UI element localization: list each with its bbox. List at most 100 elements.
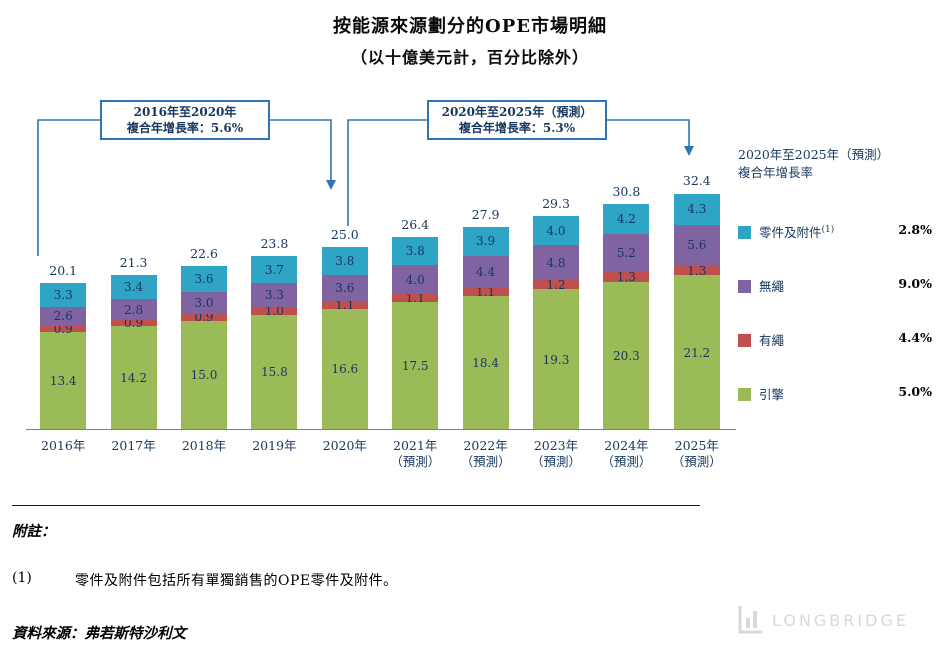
segment-value-label: 3.6: [194, 271, 214, 286]
bar-total-label: 26.4: [401, 217, 430, 233]
bar-segment-零件及附件: 3.7: [251, 256, 298, 284]
bar-segment-引擎: 18.4: [462, 295, 509, 430]
segment-value-label: 3.3: [53, 287, 73, 302]
bar-segment-零件及附件: 3.9: [462, 227, 509, 256]
segment-value-label: 1.3: [687, 263, 707, 278]
bar-segment-引擎: 15.0: [181, 320, 227, 430]
segment-value-label: 20.3: [613, 348, 640, 363]
bar-segment-引擎: 14.2: [110, 326, 157, 430]
segment-value-label: 1.0: [264, 304, 284, 319]
bar-segment-無繩: 4.0: [392, 265, 439, 295]
x-axis-label: 2017年: [111, 438, 156, 453]
bar-segment-無繩: 4.8: [533, 245, 579, 281]
segment-value-label: 3.7: [264, 262, 284, 277]
bar-segment-有繩: 0.9: [110, 316, 157, 331]
segment-value-label: 3.6: [335, 280, 355, 295]
segment-value-label: 5.6: [687, 238, 707, 253]
cordless-color-swatch-icon: [738, 280, 751, 293]
stacked-bar-chart: 13.4 0.9 2.6 3.3 20.1 2016年 14.2 0.9 2.8 3.4 21.3 2…: [26, 150, 736, 469]
segment-value-label: 1.1: [405, 291, 425, 306]
legend-title-line-2: 複合年增長率: [738, 165, 814, 180]
legend-cagr-engine: 5.0%: [898, 384, 932, 399]
x-axis-line: [26, 429, 736, 430]
bar-segment-無繩: 5.2: [603, 234, 650, 273]
segment-value-label: 2.8: [124, 302, 144, 317]
x-axis-label: 2020年: [322, 438, 367, 453]
legend-label-corded: 有繩: [759, 333, 785, 348]
cagr-box-1-line-1: 2016年至2020年: [133, 105, 237, 119]
corded-color-swatch-icon: [738, 334, 751, 347]
footnote-text: 零件及附件包括所有單獨銷售的OPE零件及附件。: [75, 573, 398, 589]
bar-segment-無繩: 5.6: [673, 224, 720, 266]
segment-value-label: 4.2: [616, 212, 636, 227]
segment-value-label: 3.4: [124, 279, 144, 294]
bar-segment-零件及附件: 3.3: [40, 282, 87, 307]
segment-value-label: 1.2: [546, 277, 566, 292]
cagr-box-1-line-2: 複合年增長率：5.6%: [126, 121, 244, 135]
bar-segment-有繩: 1.1: [462, 286, 509, 298]
bar-segment-零件及附件: 4.0: [533, 216, 579, 246]
bar-segment-有繩: 1.1: [392, 291, 439, 306]
bar-segment-引擎: 20.3: [603, 281, 650, 430]
segment-value-label: 5.2: [616, 246, 636, 261]
bar-segment-零件及附件: 3.8: [392, 237, 439, 266]
bar-segment-零件及附件: 3.4: [110, 274, 157, 300]
legend-cagr-cordless: 9.0%: [898, 276, 932, 291]
segment-value-label: 18.4: [472, 355, 499, 370]
cagr-box-2020-2025: 2020年至2025年（預測） 複合年增長率：5.3%: [427, 100, 607, 140]
segment-value-label: 4.4: [476, 264, 496, 279]
bar-segment-引擎: 13.4: [40, 332, 87, 430]
bar-segment-無繩: 2.6: [40, 306, 87, 326]
segment-value-label: 4.3: [687, 202, 707, 217]
bar-segment-有繩: 1.3: [603, 271, 650, 283]
x-axis-label: 2022年 （預測）: [460, 438, 511, 469]
longbridge-watermark: LONGBRIDGE: [737, 605, 909, 635]
notes-heading: 附註：: [12, 523, 56, 540]
segment-value-label: 13.4: [49, 374, 77, 389]
bar-segment-零件及附件: 4.2: [603, 203, 650, 235]
bar-total-label: 32.4: [682, 173, 711, 189]
x-axis-label: 2023年 （預測）: [530, 438, 581, 469]
bar-segment-有繩: 1.3: [673, 263, 720, 278]
x-axis-label: 2019年: [252, 438, 297, 453]
chart-subtitle: （以十億美元計，百分比除外）: [350, 48, 589, 67]
segment-value-label: 4.8: [546, 255, 566, 270]
bar-segment-有繩: 1.2: [533, 277, 579, 292]
cagr-box-2-line-2: 複合年增長率：5.3%: [458, 121, 576, 135]
segment-value-label: 3.9: [476, 234, 496, 249]
legend-item-parts: 零件及附件(1) 2.8%: [738, 222, 932, 240]
segment-value-label: 3.8: [335, 253, 355, 268]
bar-total-label: 27.9: [471, 207, 500, 223]
segment-value-label: 0.9: [124, 316, 144, 331]
bar-segment-無繩: 3.0: [181, 292, 227, 314]
chart-title: 按能源來源劃分的OPE市場明細: [333, 16, 607, 37]
footnote-number: (1): [12, 570, 32, 586]
x-axis-label: 2018年: [181, 438, 227, 453]
bar-segment-引擎: 19.3: [533, 289, 579, 430]
legend-title-line-1: 2020年至2025年（預測）: [738, 147, 890, 162]
bar-total-label: 25.0: [330, 226, 359, 242]
bar-total-label: 21.3: [119, 254, 148, 270]
segment-value-label: 15.8: [261, 365, 288, 380]
segment-value-label: 3.8: [405, 244, 425, 259]
cagr-box-2016-2020: 2016年至2020年 複合年增長率：5.6%: [100, 100, 270, 140]
legend-cagr-corded: 4.4%: [898, 330, 932, 345]
segment-value-label: 17.5: [401, 359, 429, 374]
legend-cagr-parts: 2.8%: [898, 222, 932, 237]
legend-label-cordless: 無繩: [759, 279, 785, 294]
cagr-box-2-line-1: 2020年至2025年（預測）: [441, 105, 593, 119]
x-axis-label: 2024年 （預測）: [601, 438, 652, 469]
longbridge-logo-icon: [738, 606, 762, 634]
bar-segment-有繩: 0.9: [181, 311, 227, 323]
bar-total-label: 29.3: [542, 196, 570, 212]
legend-label-engine: 引擎: [759, 387, 785, 402]
source-line: 資料來源：弗若斯特沙利文: [12, 625, 186, 642]
bar-segment-引擎: 21.2: [673, 275, 720, 430]
legend-label-parts: 零件及附件: [759, 225, 822, 240]
bar-total-label: 30.8: [612, 183, 641, 199]
legend-footnote-marker: (1): [821, 224, 835, 235]
bar-total-label: 23.8: [260, 236, 289, 252]
segment-value-label: 0.9: [53, 321, 73, 336]
chart-legend: 2020年至2025年（預測） 複合年增長率 零件及附件(1) 2.8% 無繩 …: [738, 146, 932, 402]
